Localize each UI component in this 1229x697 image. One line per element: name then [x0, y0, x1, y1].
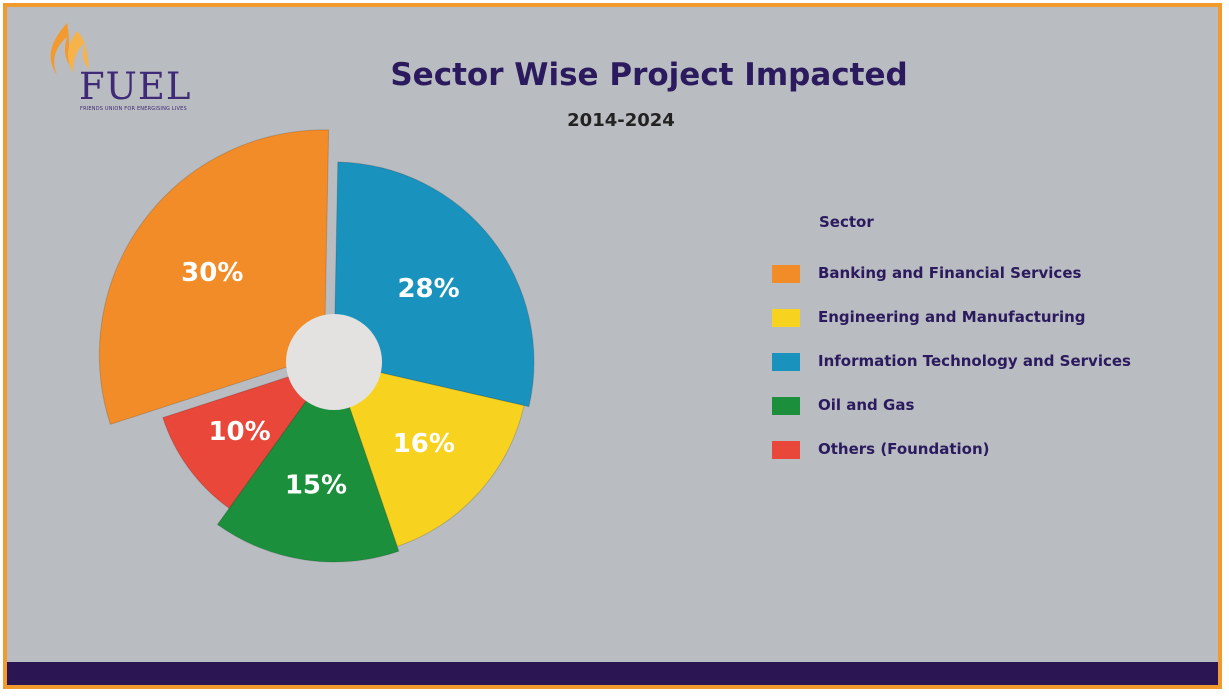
slide-frame: FUEL FRIENDS UNION FOR ENERGISING LIVES …: [3, 3, 1222, 689]
pie-labels: 30% 28% 16% 15% 10%: [181, 258, 460, 501]
pie-center-hole: [286, 314, 382, 410]
legend-label: Oil and Gas: [818, 396, 915, 414]
slice-label: 30%: [181, 258, 243, 288]
bottom-bar: [7, 662, 1218, 685]
pie-slice: [333, 361, 525, 548]
legend-label: Others (Foundation): [818, 440, 990, 458]
legend-label: Information Technology and Services: [818, 352, 1131, 370]
slice-label: 28%: [397, 274, 459, 304]
legend-label: Engineering and Manufacturing: [818, 308, 1086, 326]
logo-tagline: FRIENDS UNION FOR ENERGISING LIVES: [80, 106, 187, 112]
logo-wordmark: FUEL: [79, 65, 192, 108]
slice-label: 16%: [393, 429, 455, 459]
slice-label: 10%: [208, 417, 270, 447]
pie-chart: 30% 28% 16% 15% 10%: [98, 129, 535, 563]
pie-slice: [98, 129, 330, 426]
chart-subtitle: 2014-2024: [567, 110, 675, 131]
pie-slices: [98, 129, 535, 563]
legend-swatch: [772, 265, 800, 283]
legend-swatch: [772, 309, 800, 327]
fuel-logo: FUEL FRIENDS UNION FOR ENERGISING LIVES: [37, 17, 207, 112]
pie-slice: [162, 361, 336, 509]
legend-swatch: [772, 441, 800, 459]
pie-slice: [333, 161, 535, 408]
legend-swatch: [772, 353, 800, 371]
legend-swatch: [772, 397, 800, 415]
chart-title: Sector Wise Project Impacted: [390, 57, 908, 93]
flame-icon: [50, 23, 89, 75]
legend-label: Banking and Financial Services: [818, 264, 1082, 282]
slice-label: 15%: [285, 471, 347, 501]
pie-slice: [216, 360, 400, 563]
legend-title: Sector: [819, 213, 874, 231]
